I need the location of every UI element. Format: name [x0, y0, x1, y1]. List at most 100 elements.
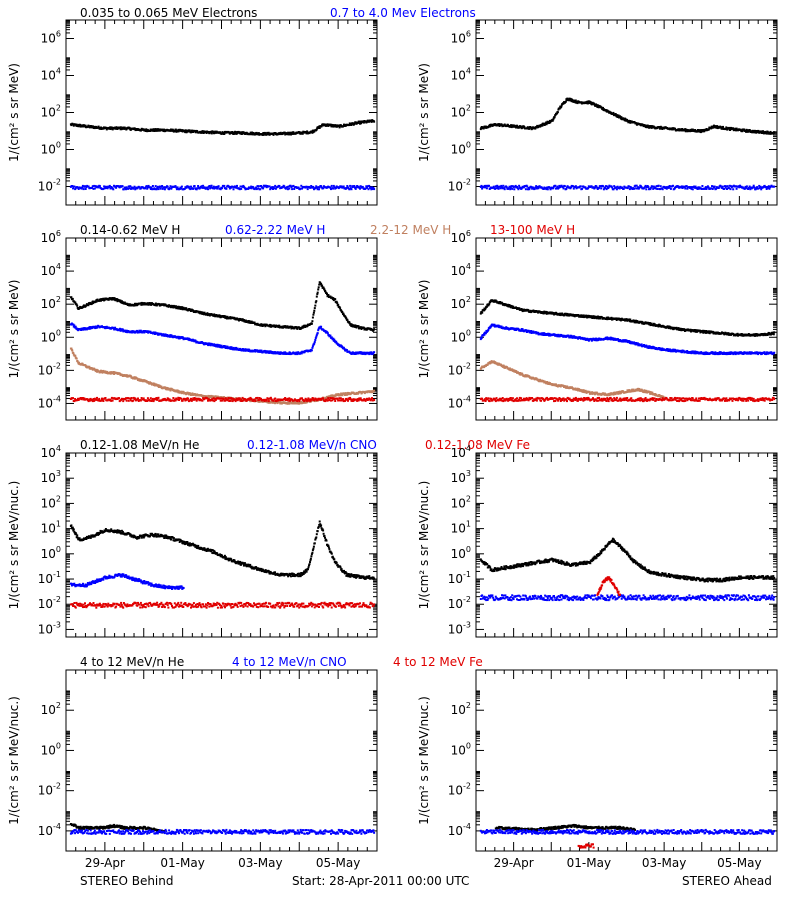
- data-point: [132, 186, 135, 189]
- data-point: [159, 187, 162, 190]
- data-point: [311, 345, 314, 348]
- data-point: [312, 311, 315, 314]
- data-point: [693, 185, 696, 188]
- data-point: [147, 184, 150, 187]
- data-point: [336, 397, 339, 400]
- data-point: [177, 305, 180, 308]
- data-point: [326, 293, 328, 295]
- data-point: [726, 188, 728, 190]
- data-point: [226, 398, 229, 401]
- data-point: [178, 188, 181, 190]
- data-point: [356, 399, 359, 402]
- data-point: [171, 128, 174, 131]
- data-point: [618, 187, 621, 190]
- data-point: [217, 185, 220, 188]
- data-point: [272, 186, 275, 189]
- data-point: [723, 187, 726, 190]
- data-point: [252, 186, 255, 189]
- data-point: [710, 187, 713, 190]
- data-point: [762, 130, 764, 133]
- data-point: [174, 399, 177, 402]
- data-point: [333, 186, 336, 189]
- data-point: [629, 121, 632, 124]
- data-point: [231, 397, 233, 400]
- data-point: [156, 187, 159, 190]
- data-point: [363, 392, 366, 395]
- data-point: [712, 185, 715, 188]
- data-point: [328, 399, 331, 401]
- data-point: [357, 399, 360, 402]
- data-point: [310, 398, 313, 401]
- data-point: [149, 330, 152, 333]
- data-point: [95, 300, 98, 303]
- data-point: [209, 186, 212, 189]
- data-point: [108, 186, 111, 189]
- data-point: [689, 186, 692, 189]
- data-point: [324, 400, 327, 403]
- data-point: [140, 397, 143, 399]
- data-point: [233, 398, 236, 401]
- data-point: [228, 397, 231, 400]
- data-point: [160, 385, 163, 388]
- data-point: [109, 187, 112, 190]
- data-point: [350, 399, 353, 402]
- data-point: [248, 398, 251, 401]
- data-point: [72, 397, 74, 400]
- data-point: [745, 130, 747, 133]
- data-point: [316, 293, 319, 296]
- data-point: [71, 297, 74, 300]
- data-point: [173, 129, 176, 132]
- data-point: [320, 398, 323, 401]
- data-point: [100, 399, 103, 402]
- data-point: [581, 187, 583, 190]
- data-point: [635, 184, 638, 187]
- data-point: [119, 126, 122, 129]
- y-tick-label: 10-2: [448, 178, 471, 194]
- data-point: [600, 187, 603, 190]
- data-point: [344, 399, 347, 402]
- data-point: [154, 398, 157, 401]
- data-point: [673, 187, 676, 190]
- data-point: [507, 187, 510, 190]
- data-point: [300, 184, 303, 187]
- data-point: [756, 186, 759, 189]
- data-point: [210, 396, 213, 399]
- data-point: [338, 306, 341, 309]
- data-point: [83, 124, 85, 127]
- data-point: [289, 184, 292, 187]
- data-point: [312, 397, 315, 400]
- data-point: [600, 106, 603, 109]
- data-point: [206, 397, 209, 400]
- data-point: [354, 186, 356, 189]
- data-point: [265, 133, 268, 136]
- data-point: [615, 188, 618, 191]
- data-point: [488, 184, 490, 187]
- data-point: [494, 187, 497, 190]
- data-point: [93, 399, 96, 402]
- data-point: [201, 130, 204, 133]
- data-point: [505, 186, 508, 189]
- data-point: [298, 398, 301, 401]
- data-point: [149, 186, 152, 189]
- data-point: [185, 186, 188, 189]
- data-point: [484, 126, 486, 129]
- data-point: [153, 382, 156, 385]
- data-point: [773, 185, 776, 188]
- data-point: [224, 397, 227, 400]
- data-point: [239, 185, 242, 188]
- data-point: [156, 185, 159, 188]
- data-point: [537, 187, 540, 190]
- data-point: [698, 129, 701, 132]
- data-point: [483, 184, 486, 187]
- data-point: [767, 185, 770, 188]
- data-point: [172, 397, 175, 399]
- data-point: [93, 187, 96, 190]
- data-point: [180, 185, 183, 188]
- data-point: [684, 187, 687, 190]
- data-point: [89, 397, 92, 400]
- data-point: [715, 126, 718, 129]
- data-point: [181, 399, 184, 402]
- data-point: [314, 339, 317, 341]
- data-point: [139, 399, 142, 402]
- y-tick-label: 102: [451, 295, 471, 311]
